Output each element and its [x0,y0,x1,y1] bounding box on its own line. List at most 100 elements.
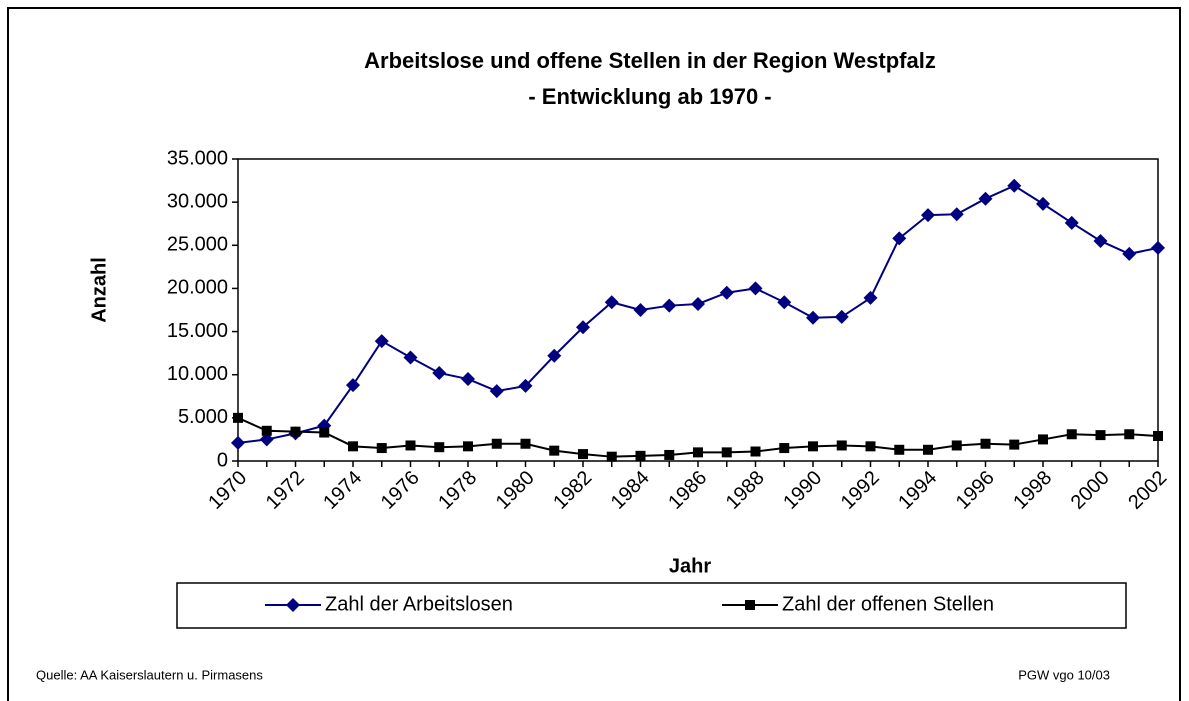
x-tick-label: 2000 [1067,467,1114,514]
data-point [578,449,588,460]
x-tick-label: 1976 [377,467,424,514]
legend-box [176,582,1127,629]
data-point [978,191,993,206]
data-point [463,441,473,452]
data-point [348,441,358,452]
source-note: Quelle: AA Kaiserslautern u. Pirmasens [36,667,263,682]
x-tick-label: 1986 [664,467,711,514]
x-tick-label: 1972 [262,467,309,514]
data-point [233,412,243,423]
data-point [721,447,732,458]
data-point [403,350,418,365]
data-point [319,427,330,438]
data-point [980,438,991,449]
x-tick-label: 1982 [549,467,596,514]
y-tick-label: 15.000 [167,320,228,342]
data-point [1036,196,1050,211]
data-point [1009,439,1020,450]
chart-title: Arbeitslose und offene Stellen in der Re… [364,48,936,73]
data-point [777,295,792,310]
data-point [1151,240,1165,255]
y-axis-label: Anzahl [88,257,110,323]
data-point [374,334,389,349]
data-point [1038,434,1048,445]
legend-marker [745,600,755,610]
series-line [237,184,1159,444]
data-point [290,426,301,437]
data-point [346,378,360,393]
data-point [432,365,447,380]
data-point [748,281,763,296]
data-point [719,285,734,300]
data-point [863,290,878,305]
data-point [662,298,677,313]
data-point [491,438,502,449]
data-point [520,438,531,449]
data-point [1124,429,1135,440]
data-point [693,447,703,458]
data-point [1093,233,1108,248]
data-point [461,372,475,387]
legend-label: Zahl der offenen Stellen [782,593,994,615]
x-tick-label: 1978 [434,467,481,514]
x-tick-label: 1980 [492,467,539,514]
x-tick-label: 1990 [779,467,826,514]
data-point [1095,430,1106,441]
data-point [259,432,274,447]
chart-border [7,7,1181,701]
y-tick-label: 5.000 [178,406,228,428]
data-point [750,446,761,457]
legend-label: Zahl der Arbeitslosen [325,593,513,615]
data-point [865,441,876,452]
data-point [1066,429,1077,440]
data-point [1122,246,1137,261]
credit-note: PGW vgo 10/03 [1018,667,1110,682]
y-tick-label: 0 [217,449,228,471]
data-point [1064,215,1079,230]
data-point [892,231,907,246]
data-point [1153,430,1163,441]
y-tick-label: 35.000 [167,147,228,169]
x-tick-label: 1998 [1009,467,1056,514]
x-tick-label: 1974 [319,467,366,514]
x-tick-label: 1996 [952,467,999,514]
data-point [604,295,619,310]
data-point [635,450,646,461]
x-tick-label: 1984 [607,467,654,514]
data-point [489,384,504,399]
data-point [779,443,790,454]
y-tick-label: 25.000 [167,234,228,256]
data-point [894,444,905,455]
data-point [549,445,560,456]
x-tick-label: 1988 [722,467,769,514]
data-point [949,207,964,222]
data-point [261,425,272,436]
y-tick-label: 30.000 [167,190,228,212]
x-tick-label: 1970 [204,467,251,514]
data-point [518,378,533,393]
data-point [834,309,849,324]
y-tick-label: 20.000 [167,277,228,299]
data-point [405,440,416,451]
data-point [606,451,617,462]
data-point [576,320,590,335]
data-point [434,442,445,453]
data-point [231,435,245,450]
x-tick-label: 1994 [894,467,941,514]
data-point [836,440,847,451]
chart-subtitle: - Entwicklung ab 1970 - [528,84,771,109]
data-point [547,348,562,363]
data-point [376,443,387,454]
data-point [808,441,818,452]
x-tick-label: 1992 [837,467,884,514]
data-point [921,208,935,223]
x-tick-label: 2002 [1124,467,1171,514]
data-point [923,444,933,455]
data-point [1007,178,1022,193]
legend-marker [286,598,300,612]
data-point [664,449,675,460]
data-point [691,296,705,311]
y-tick-label: 10.000 [167,363,228,385]
data-point [951,440,962,451]
